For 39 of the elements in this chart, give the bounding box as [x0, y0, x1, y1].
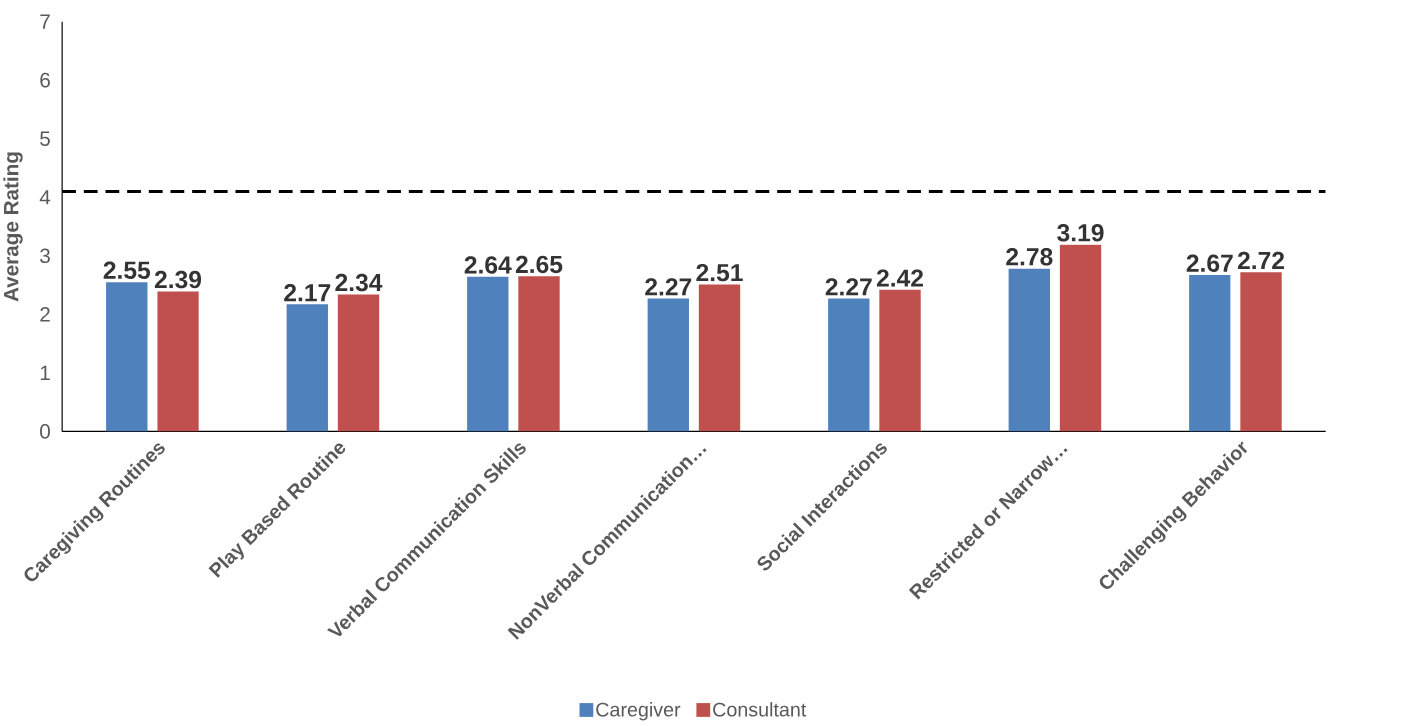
bar — [467, 276, 509, 432]
bar — [698, 284, 741, 432]
y-tick-label: 2 — [40, 307, 50, 322]
y-tick-label: 0 — [40, 424, 50, 439]
data-label: 3.19 — [1057, 224, 1104, 242]
data-label: 2.27 — [645, 278, 692, 296]
bar — [1240, 272, 1282, 432]
bar — [106, 282, 148, 432]
bar — [1059, 244, 1102, 432]
bar — [157, 291, 199, 432]
data-label: 2.65 — [515, 255, 563, 274]
data-label: 2.34 — [335, 273, 383, 292]
bar — [647, 298, 689, 432]
data-label: 2.67 — [1186, 254, 1233, 273]
bar — [337, 294, 380, 432]
data-label: 2.55 — [103, 261, 151, 280]
data-label: 2.42 — [876, 269, 923, 287]
y-tick-label: 5 — [40, 131, 50, 146]
y-tick-label: 4 — [39, 190, 51, 205]
bar — [828, 298, 870, 432]
bar — [1008, 268, 1050, 432]
data-label: 2.39 — [154, 270, 202, 289]
y-tick-label: 1 — [40, 365, 50, 381]
data-label: 2.17 — [284, 284, 331, 302]
bar — [286, 304, 328, 432]
data-label: 2.78 — [1006, 248, 1053, 266]
y-tick-label: 6 — [40, 72, 50, 88]
bar — [1189, 275, 1231, 432]
bar — [879, 289, 921, 432]
y-axis-title: Average Rating — [3, 152, 23, 302]
data-label: 2.64 — [464, 256, 512, 274]
data-label: 2.27 — [825, 278, 872, 296]
bar — [518, 276, 560, 432]
legend-label: Consultant — [713, 702, 807, 717]
y-tick-label: 7 — [40, 14, 50, 29]
data-label: 2.72 — [1237, 251, 1284, 270]
y-tick-label: 3 — [40, 248, 50, 264]
legend-label: Caregiver — [596, 702, 681, 721]
data-label: 2.51 — [696, 263, 743, 282]
